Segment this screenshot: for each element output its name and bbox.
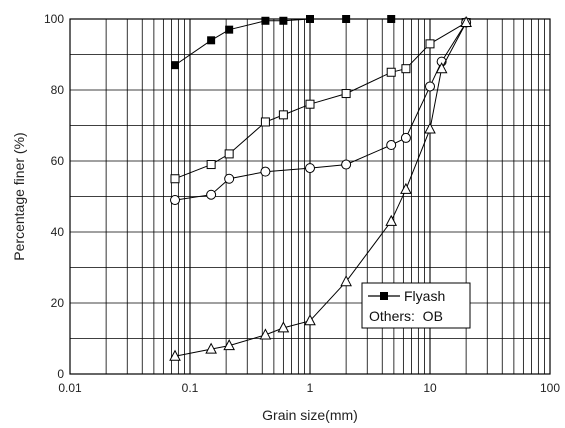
data-point <box>260 117 270 127</box>
series-flyash <box>171 15 396 70</box>
data-point <box>387 15 396 23</box>
y-tick-label: 0 <box>57 367 64 381</box>
data-point <box>279 16 288 25</box>
legend-marker-flyash <box>380 292 388 300</box>
data-point <box>386 67 396 77</box>
data-point <box>341 89 351 99</box>
data-point <box>207 36 216 45</box>
x-tick-label: 0.01 <box>58 381 82 395</box>
data-point <box>305 99 315 109</box>
data-point <box>170 174 180 184</box>
tick-labels: 0.01 0.1 1 10 100 0 20 40 60 80 100 <box>44 12 560 395</box>
data-point <box>206 189 217 200</box>
data-point <box>341 159 352 170</box>
x-tick-label: 0.1 <box>182 381 199 395</box>
data-point <box>400 182 412 194</box>
data-point <box>223 339 235 351</box>
data-point <box>425 39 435 49</box>
data-point <box>224 149 234 159</box>
data-point <box>259 328 272 340</box>
data-point <box>401 64 411 74</box>
legend-label-flyash: Flyash <box>404 288 445 304</box>
data-point <box>400 132 411 143</box>
y-tick-label: 40 <box>51 225 65 239</box>
data-point <box>306 15 314 23</box>
series-open-circle <box>170 17 472 206</box>
data-point <box>340 275 352 287</box>
data-point <box>169 349 181 361</box>
data-point <box>424 122 436 134</box>
series-line <box>174 22 467 180</box>
legend-note-others: Others: OB <box>369 308 443 324</box>
data-point <box>206 160 216 170</box>
data-point <box>435 62 448 74</box>
x-axis-label: Grain size(mm) <box>262 407 358 423</box>
y-tick-label: 20 <box>51 296 65 310</box>
data-point <box>171 61 180 70</box>
data-point <box>224 173 235 184</box>
y-tick-label: 60 <box>51 154 65 168</box>
x-tick-label: 100 <box>540 381 560 395</box>
data-point <box>261 16 270 25</box>
data-point <box>342 15 351 23</box>
y-tick-label: 100 <box>44 12 64 26</box>
series-open-triangle <box>169 15 472 361</box>
data-point <box>305 163 315 174</box>
x-tick-label: 10 <box>423 381 437 395</box>
data-point <box>170 195 181 206</box>
data-point <box>260 166 271 177</box>
data-point <box>277 321 290 333</box>
data-point <box>205 342 217 354</box>
series-open-square <box>170 18 471 184</box>
series <box>169 15 472 361</box>
data-point <box>225 25 234 34</box>
data-point <box>304 314 316 326</box>
x-tick-label: 1 <box>307 381 314 395</box>
legend: Flyash Others: OB <box>361 282 471 329</box>
data-point <box>386 140 397 151</box>
y-axis-label: Percentage finer (%) <box>11 132 27 260</box>
data-point <box>278 110 288 120</box>
data-point <box>460 15 472 28</box>
data-point <box>385 214 398 226</box>
data-point <box>425 81 435 92</box>
y-tick-label: 80 <box>51 83 65 97</box>
legend-box <box>361 282 471 329</box>
series-line <box>174 22 467 201</box>
